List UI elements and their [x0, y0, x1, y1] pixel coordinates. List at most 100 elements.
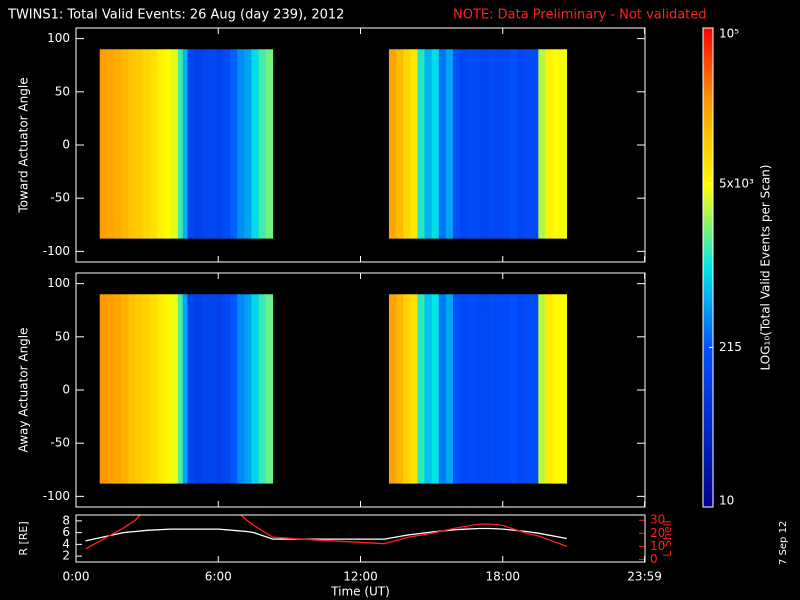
spectrogram-column — [208, 49, 217, 239]
spectrogram-column — [187, 49, 195, 239]
spectrogram-column — [452, 294, 461, 484]
spectrogram-column — [177, 49, 183, 239]
series-line — [85, 527, 567, 542]
colorbar-tick-label: 215 — [719, 340, 742, 354]
note: NOTE: Data Preliminary - Not validated — [453, 8, 707, 23]
y-tick-label: -100 — [43, 244, 70, 258]
spectrogram-column — [538, 49, 546, 239]
spectrogram-column — [208, 294, 217, 484]
spectrogram-column — [545, 49, 553, 239]
spectrogram-column — [113, 294, 122, 484]
y-tick-label: -50 — [50, 436, 70, 450]
spectrogram-column — [403, 49, 411, 239]
spectrogram-column — [388, 294, 397, 484]
y2-tick-label: 20 — [650, 526, 665, 540]
spectrogram-column — [445, 294, 454, 484]
x-tick-label: 6:00 — [205, 570, 232, 584]
spectrogram-column — [156, 294, 165, 484]
spectrogram-column — [149, 294, 157, 484]
spectrogram-column — [121, 294, 129, 484]
spectrogram-column — [474, 294, 482, 484]
spectrogram-column — [170, 294, 179, 484]
spectrogram-column — [251, 294, 259, 484]
x-tick-label: 18:00 — [485, 570, 520, 584]
spectrogram-column — [244, 294, 252, 484]
spectrogram-column — [559, 49, 568, 239]
spectrogram-column — [410, 294, 418, 484]
y-tick-label: 4 — [62, 537, 70, 551]
series-line — [85, 515, 568, 550]
colorbar-tick-label: 10 — [719, 494, 734, 508]
spectrogram-column — [182, 49, 188, 239]
spectrogram-column — [237, 49, 245, 239]
spectrogram-column — [531, 294, 539, 484]
spectrogram-column — [452, 49, 461, 239]
spectrogram-column — [99, 294, 108, 484]
spectrogram-column — [251, 49, 259, 239]
spectrogram-column — [121, 49, 129, 239]
spectrogram-column — [460, 294, 468, 484]
spectrogram-column — [431, 49, 440, 239]
y-tick-label: 100 — [47, 276, 70, 290]
spectrogram-column — [177, 294, 183, 484]
y-tick-label: -100 — [43, 489, 70, 503]
y-tick-label: 0 — [62, 383, 70, 397]
spectrogram-column — [516, 294, 525, 484]
spectrogram-column — [552, 294, 560, 484]
spectrogram-column — [417, 49, 425, 239]
spectrogram-column — [467, 294, 475, 484]
y-tick-label: 2 — [62, 549, 70, 563]
spectrogram-column — [481, 294, 489, 484]
spectrogram-column — [201, 294, 210, 484]
spectrogram-column — [488, 294, 496, 484]
spectrogram-column — [182, 294, 188, 484]
spectrogram-column — [163, 294, 172, 484]
colorbar-tick-label: 5x10³ — [719, 176, 754, 190]
spectrogram-column — [230, 294, 238, 484]
spectrogram-column — [106, 49, 115, 239]
spectrogram-column — [230, 49, 238, 239]
spectrogram-column — [170, 49, 179, 239]
x-tick-label: 12:00 — [343, 570, 378, 584]
panel-frame — [75, 27, 646, 263]
spectrogram-column — [481, 49, 489, 239]
spectrogram-column — [509, 49, 518, 239]
spectrogram-column — [531, 49, 539, 239]
spectrogram-column — [495, 49, 504, 239]
panel-frame — [75, 514, 646, 563]
colorbar — [702, 27, 714, 508]
spectrogram-column — [265, 49, 274, 239]
y-tick-label: 100 — [47, 31, 70, 45]
x-tick-label: 23:59 — [627, 570, 662, 584]
spectrogram-column — [163, 49, 172, 239]
spectrogram-column — [106, 294, 115, 484]
y-tick-label: 0 — [62, 138, 70, 152]
spectrogram-column — [113, 49, 122, 239]
spectrogram-column — [258, 49, 266, 239]
spectrogram-column — [258, 294, 266, 484]
spectrogram-column — [559, 294, 568, 484]
x-axis-label: Time (UT) — [330, 585, 390, 599]
y-axis-label: R [RE] — [17, 521, 30, 555]
spectrogram-column — [201, 49, 210, 239]
spectrogram-column — [524, 49, 532, 239]
spectrogram-column — [431, 294, 440, 484]
spectrogram-column — [142, 294, 150, 484]
y-axis-label: Toward Actuator Angle — [17, 77, 31, 213]
y-tick-label: 50 — [55, 329, 70, 343]
plot-area — [85, 515, 568, 550]
spectrogram-column — [194, 49, 202, 239]
spectrogram-column — [128, 49, 136, 239]
spectrogram-column — [538, 294, 546, 484]
spectrogram-column — [187, 294, 195, 484]
y-axis-label: Away Actuator Angle — [17, 327, 31, 452]
spectrogram-column — [222, 294, 231, 484]
spectrogram-column — [509, 294, 518, 484]
colorbar-tick-label: 10⁵ — [719, 27, 739, 41]
spectrogram-column — [438, 294, 447, 484]
spectrogram-column — [516, 49, 525, 239]
date-stamp: 7 Sep 12 — [778, 521, 789, 565]
y2-tick-label: 0 — [650, 552, 658, 566]
spectrogram-column — [445, 49, 454, 239]
